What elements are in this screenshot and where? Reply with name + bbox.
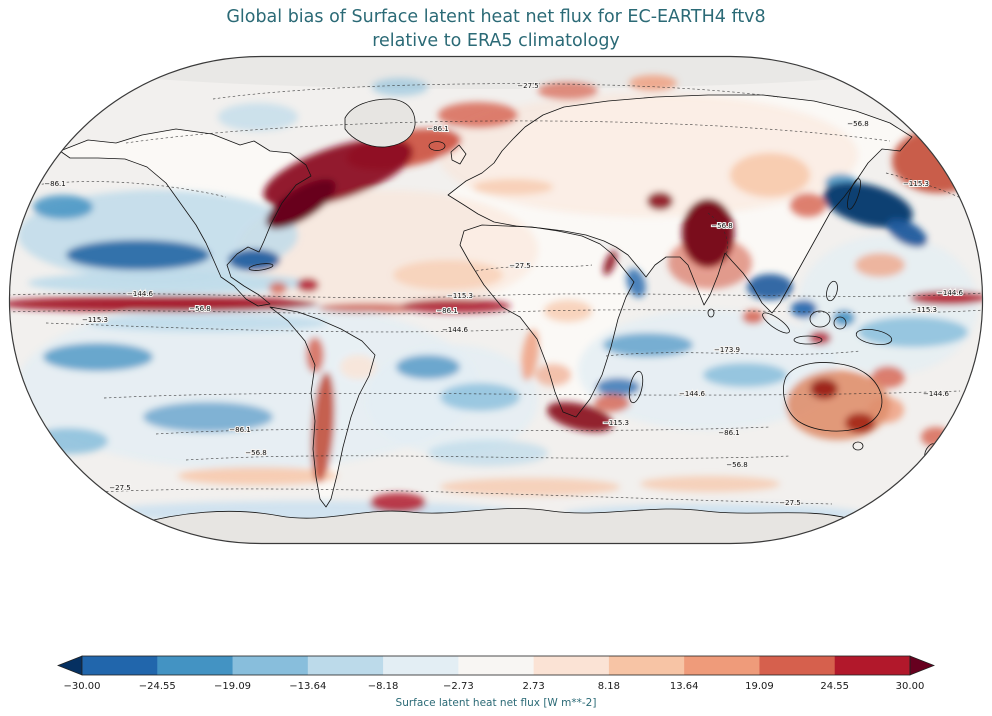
contour-label: −115.3 bbox=[82, 316, 108, 324]
new-guinea bbox=[855, 329, 893, 345]
colorbar-extend-right bbox=[909, 655, 935, 676]
colorbar-segment bbox=[608, 656, 685, 675]
page-title-line2: relative to ERA5 climatology bbox=[372, 31, 620, 51]
contour-label: −115.3 bbox=[903, 180, 929, 188]
colorbar-segment bbox=[383, 656, 459, 675]
contour-label: −56.8 bbox=[711, 222, 732, 230]
colorbar-segment bbox=[684, 656, 760, 675]
sri-lanka bbox=[707, 308, 715, 318]
contour-labels: −27.5 −86.1 −56.8 −86.1 −115.3 −56.8 −27.5 −144… bbox=[43, 81, 964, 508]
colorbar-segment bbox=[759, 656, 836, 675]
sumatra bbox=[762, 312, 790, 334]
contour-label: −86.1 bbox=[44, 180, 65, 188]
contour-label: −86.1 bbox=[427, 125, 448, 133]
new-zealand-south bbox=[934, 462, 946, 476]
japan bbox=[847, 178, 861, 210]
colorbar-tick-label: 24.55 bbox=[820, 681, 849, 692]
colorbar-tick-label: 2.73 bbox=[523, 681, 545, 692]
colorbar-tick-label: 19.09 bbox=[745, 681, 774, 692]
colorbar-tick-label: −13.64 bbox=[289, 681, 326, 692]
colorbar-tick-label: −8.18 bbox=[368, 681, 399, 692]
madagascar bbox=[628, 370, 644, 404]
page-title-line1: Global bias of Surface latent heat net f… bbox=[226, 7, 766, 27]
contour-label: −56.8 bbox=[847, 120, 868, 128]
map-frame bbox=[8, 55, 984, 545]
contour-label: −115.3 bbox=[603, 419, 629, 427]
contour-label: −144.6 bbox=[923, 390, 949, 398]
colorbar-segment bbox=[157, 656, 234, 675]
contour-label: −56.8 bbox=[726, 461, 747, 469]
contour-label: −144.6 bbox=[127, 290, 153, 298]
philippines bbox=[826, 280, 838, 302]
iceland bbox=[428, 141, 446, 151]
colorbar-area: −30.00 −24.55 −19.09 −13.64 −8.18 −2.73 2.73 8.… bbox=[0, 652, 992, 696]
bias-field-blobs bbox=[10, 75, 982, 524]
colorbar-tick-label: −24.55 bbox=[139, 681, 176, 692]
cuba bbox=[248, 263, 274, 271]
colorbar-tick-label: 8.18 bbox=[598, 681, 620, 692]
contour-label: −86.1 bbox=[718, 429, 739, 437]
antarctica bbox=[121, 507, 878, 543]
colorbar-segment bbox=[458, 656, 535, 675]
bias-map: −27.5 −86.1 −56.8 −86.1 −115.3 −56.8 −27.5 −144… bbox=[8, 55, 984, 545]
tasmania bbox=[852, 441, 864, 451]
colorbar-tick-label: 13.64 bbox=[670, 681, 699, 692]
colorbar-segment bbox=[82, 656, 158, 675]
contour-label: −27.5 bbox=[109, 484, 130, 492]
colorbar-segment bbox=[533, 656, 610, 675]
colorbar-tick-label: 30.00 bbox=[896, 681, 925, 692]
colorbar-label: Surface latent heat net flux [W m**-2] bbox=[395, 697, 597, 709]
figure-title: Global bias of Surface latent heat net f… bbox=[0, 5, 992, 53]
borneo bbox=[809, 310, 831, 328]
colorbar-segment bbox=[232, 656, 309, 675]
java bbox=[793, 335, 823, 345]
contour-label: −86.1 bbox=[436, 307, 457, 315]
contour-label: −27.5 bbox=[779, 499, 800, 507]
contour-label: −86.1 bbox=[229, 426, 250, 434]
colorbar: −30.00 −24.55 −19.09 −13.64 −8.18 −2.73 2.73 8.… bbox=[57, 655, 935, 692]
colorbar-tick-label: −19.09 bbox=[214, 681, 251, 692]
contour-label: −115.3 bbox=[447, 292, 473, 300]
sulawesi bbox=[833, 316, 847, 330]
contour-label: −56.8 bbox=[245, 449, 266, 457]
contour-label: −144.6 bbox=[937, 289, 963, 297]
colorbar-tick-label: −2.73 bbox=[443, 681, 474, 692]
contour-label: −144.6 bbox=[442, 326, 468, 334]
colorbar-segment bbox=[834, 656, 911, 675]
contour-label: −173.9 bbox=[714, 346, 740, 354]
colorbar-outline bbox=[81, 655, 911, 676]
contour-label: −27.5 bbox=[517, 82, 538, 90]
colorbar-segment bbox=[307, 656, 384, 675]
map-area: −27.5 −86.1 −56.8 −86.1 −115.3 −56.8 −27.5 −144… bbox=[8, 55, 984, 545]
colorbar-extend-left bbox=[57, 655, 83, 676]
contour-label: −115.3 bbox=[911, 306, 937, 314]
contour-label: −144.6 bbox=[679, 390, 705, 398]
map-clip-group: −27.5 −86.1 −56.8 −86.1 −115.3 −56.8 −27.5 −144… bbox=[10, 57, 982, 543]
colorbar-tick-label: −30.00 bbox=[63, 681, 100, 692]
contour-label: −27.5 bbox=[509, 262, 530, 270]
contour-label: −56.8 bbox=[189, 305, 210, 313]
